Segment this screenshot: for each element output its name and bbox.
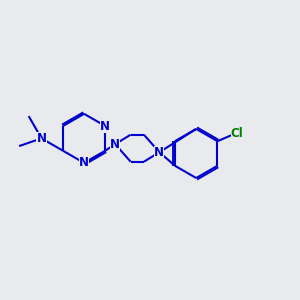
Text: N: N xyxy=(37,132,46,145)
Text: N: N xyxy=(154,146,164,159)
Text: N: N xyxy=(79,156,89,170)
Text: N: N xyxy=(110,138,120,151)
Text: Cl: Cl xyxy=(231,127,244,140)
Text: N: N xyxy=(100,120,110,133)
